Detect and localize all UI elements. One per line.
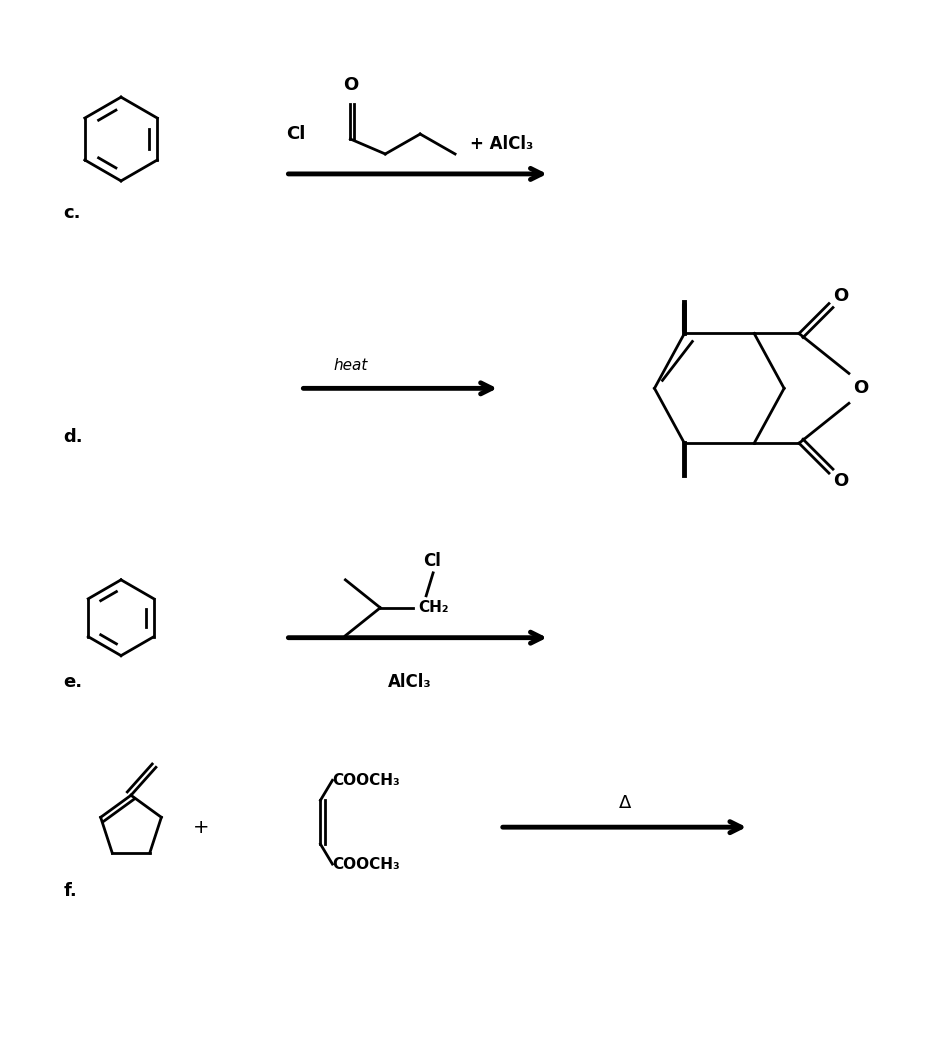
Text: +: + <box>192 818 209 837</box>
Text: Δ: Δ <box>619 794 631 812</box>
Text: c.: c. <box>63 203 81 222</box>
Text: e.: e. <box>63 673 82 690</box>
Text: CH₂: CH₂ <box>418 600 448 616</box>
Text: AlCl₃: AlCl₃ <box>388 673 432 690</box>
Text: Cl: Cl <box>423 552 441 570</box>
Text: O: O <box>853 379 868 398</box>
Text: COOCH₃: COOCH₃ <box>332 773 400 788</box>
Text: d.: d. <box>63 429 83 446</box>
Text: Cl: Cl <box>287 125 306 143</box>
Text: O: O <box>343 76 358 94</box>
Text: f.: f. <box>63 882 77 900</box>
Text: O: O <box>833 472 848 490</box>
Text: COOCH₃: COOCH₃ <box>332 856 400 872</box>
Text: O: O <box>833 286 848 304</box>
Text: heat: heat <box>333 358 367 374</box>
Text: + AlCl₃: + AlCl₃ <box>470 135 533 153</box>
